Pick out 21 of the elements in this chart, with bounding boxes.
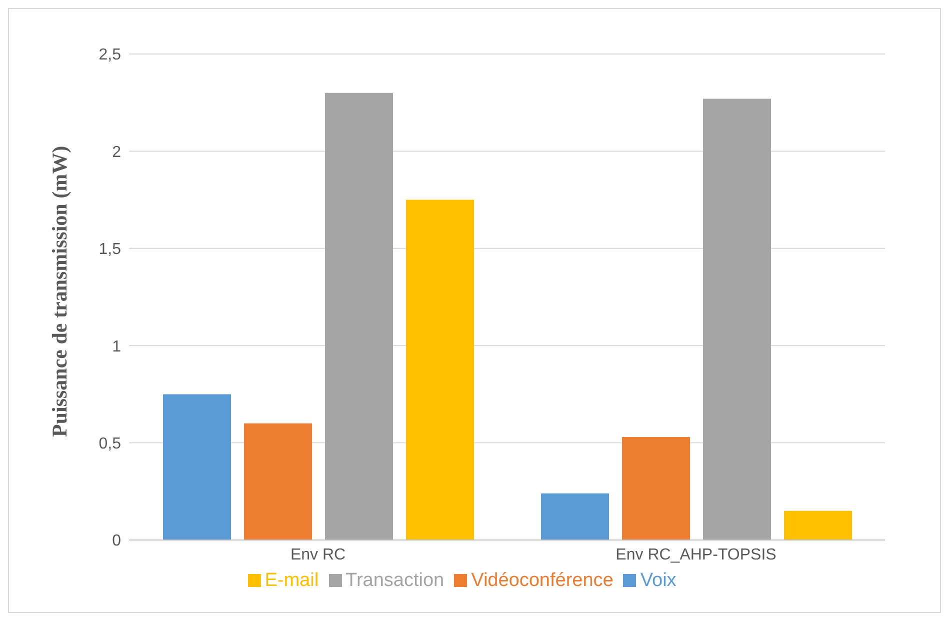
y-tick-label: 0 xyxy=(112,532,122,550)
bar xyxy=(163,394,232,540)
y-axis-title: Puissance de transmission (mW) xyxy=(47,146,72,437)
bar xyxy=(406,200,474,540)
y-tick-label: 2 xyxy=(112,144,122,161)
x-tick-label: Env RC xyxy=(290,546,346,564)
bar xyxy=(244,423,312,540)
bar xyxy=(703,98,772,540)
y-tick-label: 0,5 xyxy=(98,435,122,452)
y-tick-label: 1,5 xyxy=(98,241,122,258)
y-tick-label: 2,5 xyxy=(98,46,122,64)
legend-label: Vidéoconférence xyxy=(471,570,614,591)
x-tick-label: Env RC_AHP-TOPSIS xyxy=(616,546,776,564)
legend-label: Transaction xyxy=(346,570,444,591)
bar xyxy=(325,92,394,540)
bar xyxy=(541,493,610,540)
bar xyxy=(622,436,690,540)
legend-label: Voix xyxy=(640,570,676,591)
y-tick-label: 1 xyxy=(112,338,122,356)
bar xyxy=(784,510,852,540)
legend-label: E-mail xyxy=(264,570,319,591)
